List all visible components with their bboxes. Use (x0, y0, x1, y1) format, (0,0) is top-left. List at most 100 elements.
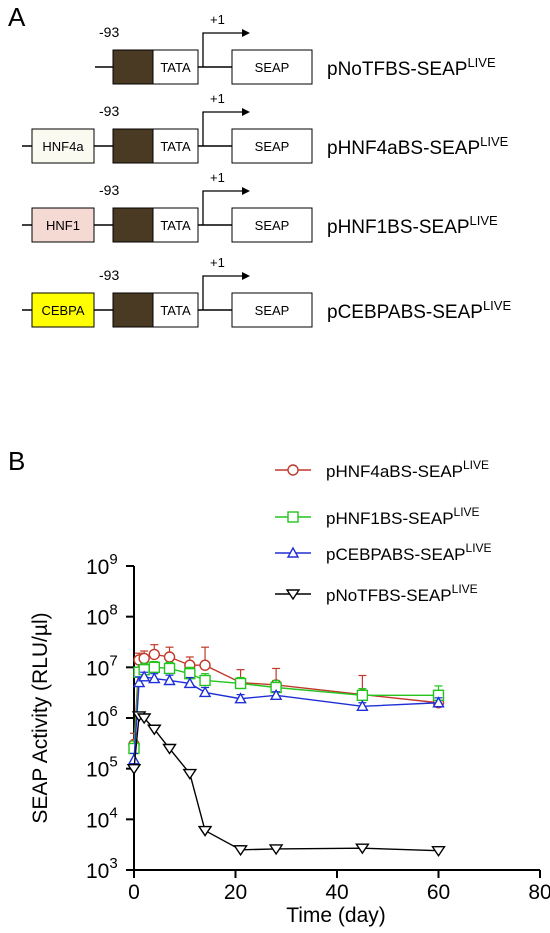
data-point (432, 696, 445, 708)
legend-label: pNoTFBS-SEAPLIVE (326, 582, 478, 605)
spacer-box (112, 292, 154, 328)
data-point (199, 659, 211, 671)
legend-item: pCEBPABS-SEAPLIVE (275, 541, 492, 564)
tfbs-label: HNF4a (42, 139, 84, 154)
data-point (268, 844, 284, 856)
series-line (133, 666, 439, 749)
data-point (234, 692, 247, 704)
position-label: -93 (99, 24, 119, 40)
data-point (355, 843, 370, 855)
y-tick-label: 107 (86, 652, 118, 680)
legend: pHNF4aBS-SEAPLIVE pHNF1BS-SEAPLIVE pCEBPAB… (275, 458, 492, 605)
data-point (163, 651, 176, 663)
tfbs-box (31, 292, 95, 328)
tata-label: TATA (160, 60, 191, 75)
series (126, 711, 446, 857)
reporter-box (231, 128, 313, 164)
series-line (133, 714, 439, 852)
arrow-head-icon (242, 108, 250, 116)
construct-name: pCEBPABS-SEAPLIVE (327, 298, 511, 323)
data-point (431, 846, 446, 857)
data-point (162, 743, 177, 755)
y-tick-label: 109 (86, 551, 118, 579)
tfbs-box (31, 128, 95, 164)
reporter-box (231, 292, 313, 328)
position-label: -93 (99, 182, 119, 198)
tss-label: +1 (210, 91, 225, 106)
data-point (233, 845, 248, 857)
x-tick-label: 40 (325, 881, 348, 904)
data-point (287, 464, 299, 476)
data-point (356, 689, 369, 702)
y-tick-label: 108 (86, 602, 118, 630)
construct-name: pHNF4aBS-SEAPLIVE (327, 134, 509, 159)
arrow-head-icon (242, 29, 250, 37)
construct-diagram: TATA -93 +1 SEAP pNoTFBS-SEAPLIVE HNF4a TATA -9… (22, 12, 511, 328)
panel-a-letter: A (8, 2, 26, 32)
data-point (234, 677, 247, 690)
tfbs-box (31, 207, 95, 243)
reporter-label: SEAP (255, 303, 290, 318)
spacer-box (112, 207, 154, 243)
series-line (133, 676, 439, 760)
series (127, 670, 445, 765)
data-point (198, 685, 212, 698)
data-point (163, 662, 176, 675)
tss-arrow (202, 275, 244, 310)
data-point (285, 589, 301, 601)
position-label: -93 (99, 103, 119, 119)
data-point (183, 677, 197, 689)
data-point (199, 674, 211, 687)
spacer-box (112, 49, 154, 85)
x-axis-label: Time (day) (286, 904, 386, 927)
arrow-head-icon (242, 272, 250, 280)
series (128, 660, 445, 755)
tata-box (152, 128, 199, 164)
reporter-box (231, 207, 313, 243)
data-point (132, 676, 146, 688)
tss-label: +1 (210, 170, 225, 185)
data-point (148, 648, 161, 661)
data-point (126, 763, 142, 775)
tss-label: +1 (210, 255, 225, 270)
x-tick-label: 60 (427, 881, 450, 904)
data-point (138, 652, 150, 665)
data-point (356, 699, 369, 712)
reporter-label: SEAP (255, 218, 290, 233)
tss-arrow (202, 111, 244, 146)
series-line (133, 653, 439, 745)
construct-name: pHNF1BS-SEAPLIVE (327, 213, 498, 238)
y-tick-label: 104 (86, 804, 118, 832)
construct-row: CEBPA TATA -93 +1 SEAP pCEBPABS-SEAPLIVE (22, 255, 511, 328)
data-point (136, 713, 152, 725)
legend-label: pHNF1BS-SEAPLIVE (326, 505, 480, 528)
tata-box (152, 207, 199, 243)
tss-arrow (202, 32, 244, 67)
tata-label: TATA (160, 303, 191, 318)
reporter-box (231, 49, 313, 85)
tata-label: TATA (160, 218, 191, 233)
y-tick-label: 103 (86, 855, 118, 883)
tss-arrow (202, 190, 244, 225)
data-point (148, 672, 161, 684)
y-axis-label: SEAP Activity (RLU/µl) (29, 612, 52, 823)
tata-box (152, 292, 199, 328)
x-tick-label: 20 (224, 881, 247, 904)
data-point (287, 511, 299, 523)
spacer-box (112, 128, 154, 164)
data-point (146, 724, 162, 736)
tfbs-label: HNF1 (46, 218, 80, 233)
data-point (269, 688, 283, 701)
reporter-label: SEAP (255, 139, 290, 154)
y-tick-label: 106 (86, 703, 118, 731)
construct-row: HNF1 TATA -93 +1 SEAP pHNF1BS-SEAPLIVE (22, 170, 498, 243)
position-label: -93 (99, 267, 119, 283)
data-point (163, 674, 176, 686)
construct-name: pNoTFBS-SEAPLIVE (327, 55, 496, 80)
data-point (137, 670, 151, 682)
data-point (286, 546, 300, 558)
legend-item: pNoTFBS-SEAPLIVE (275, 582, 478, 605)
construct-row: HNF4a TATA -93 +1 SEAP pHNF4aBS-SEAPLIVE (22, 91, 509, 164)
legend-item: pHNF4aBS-SEAPLIVE (275, 458, 489, 481)
construct-row: TATA -93 +1 SEAP pNoTFBS-SEAPLIVE (95, 12, 496, 85)
